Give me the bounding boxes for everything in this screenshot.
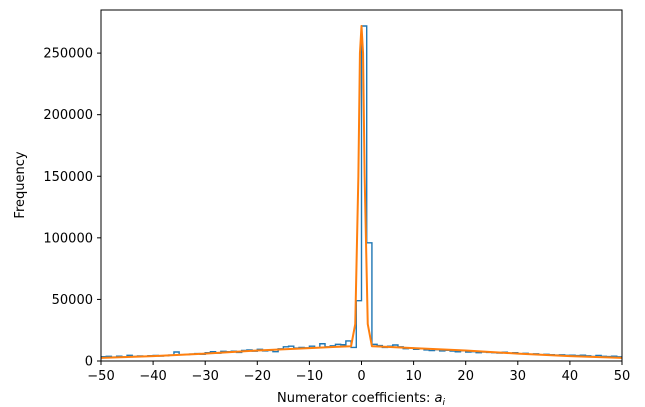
x-axis-title: Numerator coefficients: ai	[277, 391, 445, 407]
y-tick-label: 250000	[43, 47, 93, 62]
x-tick-label: −10	[296, 369, 323, 384]
x-tick-label: −40	[139, 369, 166, 384]
x-tick-label: 10	[405, 369, 422, 384]
x-tick-label: 40	[562, 369, 579, 384]
y-axis-ticks: 0 50000 100000 150000 200000 250000	[43, 47, 101, 370]
x-tick-label: 20	[457, 369, 474, 384]
y-tick-label: 150000	[43, 170, 93, 185]
y-axis-title: Frequency	[13, 151, 28, 218]
x-tick-label: 30	[510, 369, 527, 384]
y-tick-label: 100000	[43, 231, 93, 246]
x-tick-label: −50	[87, 369, 114, 384]
y-tick-label: 0	[85, 355, 93, 370]
x-tick-label: −30	[191, 369, 218, 384]
y-tick-label: 200000	[43, 108, 93, 123]
x-tick-label: 50	[614, 369, 631, 384]
x-tick-label: −20	[244, 369, 271, 384]
histogram-steps	[101, 25, 622, 358]
series-layer	[101, 25, 622, 359]
x-tick-label: 0	[357, 369, 365, 384]
y-tick-label: 50000	[52, 293, 93, 308]
fit-line	[101, 25, 622, 359]
x-axis-ticks: −50 −40 −30 −20 −10 0 10 20 30 40 50	[87, 361, 630, 384]
